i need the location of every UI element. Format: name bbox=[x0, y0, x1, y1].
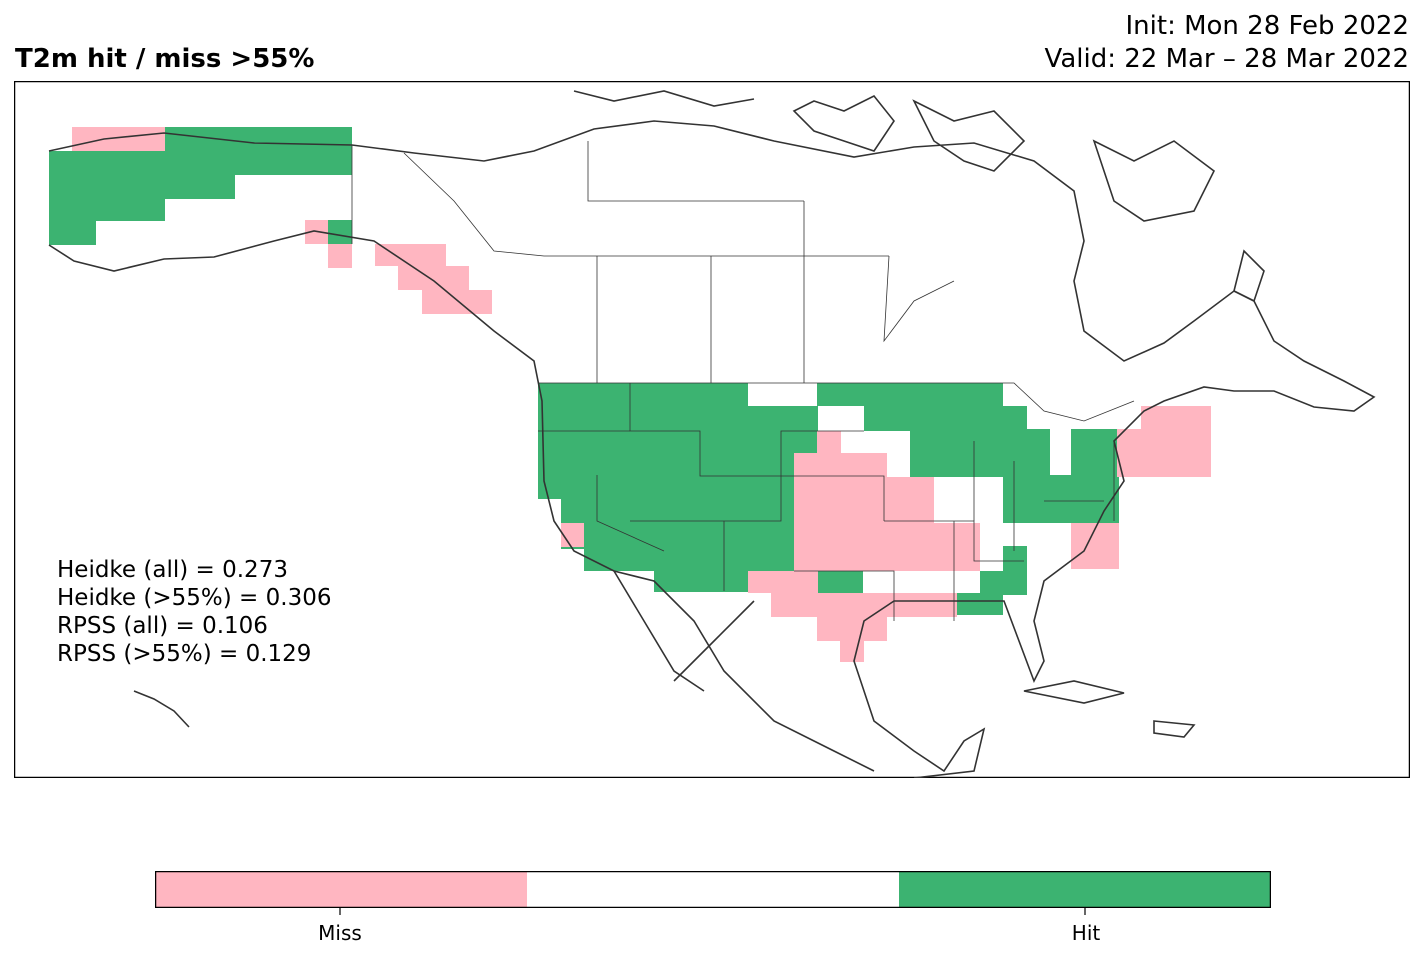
hit-cell bbox=[817, 383, 1003, 406]
date-info: Init: Mon 28 Feb 2022 Valid: 22 Mar – 28… bbox=[1045, 10, 1409, 76]
heidke-55: Heidke (>55%) = 0.306 bbox=[57, 585, 332, 611]
miss-cell bbox=[1117, 429, 1211, 477]
miss-cell bbox=[771, 593, 957, 617]
miss-cell bbox=[375, 244, 446, 266]
colorbar-miss bbox=[155, 871, 527, 908]
hit-cell bbox=[654, 571, 748, 592]
rpss-all: RPSS (all) = 0.106 bbox=[57, 613, 268, 639]
hit-cell bbox=[957, 593, 1003, 615]
miss-cell bbox=[817, 431, 841, 455]
hit-cell bbox=[910, 429, 1050, 477]
hit-cell bbox=[584, 549, 794, 571]
rpss-55: RPSS (>55%) = 0.129 bbox=[57, 641, 312, 667]
coastlines bbox=[48, 90, 1376, 778]
miss-cell bbox=[748, 571, 818, 593]
miss-cell bbox=[794, 477, 934, 525]
miss-cell bbox=[817, 615, 887, 641]
hit-cell bbox=[538, 429, 818, 499]
hit-cell bbox=[49, 220, 96, 245]
hit-cell bbox=[328, 220, 352, 244]
hit-cell bbox=[49, 151, 235, 199]
hit-miss-grid bbox=[49, 127, 1211, 662]
colorbar-hit bbox=[899, 871, 1271, 908]
init-date: Init: Mon 28 Feb 2022 bbox=[1125, 11, 1410, 41]
miss-cell bbox=[422, 290, 492, 314]
miss-cell bbox=[840, 639, 864, 662]
map bbox=[14, 81, 1410, 778]
plot-title: T2m hit / miss >55% bbox=[15, 44, 315, 74]
colorbar-border bbox=[155, 871, 1271, 908]
heidke-all: Heidke (all) = 0.273 bbox=[57, 557, 288, 583]
hit-cell bbox=[980, 571, 1003, 595]
hit-cell bbox=[49, 196, 165, 221]
colorbar-ticks bbox=[339, 908, 1086, 915]
colorbar bbox=[155, 871, 1271, 908]
hit-cell bbox=[864, 406, 1027, 431]
legend-hit-label: Hit bbox=[1071, 921, 1101, 945]
miss-cell bbox=[1141, 406, 1211, 431]
legend-miss-label: Miss bbox=[318, 921, 362, 945]
hit-cell bbox=[561, 499, 794, 549]
political-borders bbox=[351, 141, 1135, 621]
colorbar-neutral bbox=[527, 871, 899, 908]
skill-scores: Heidke (all) = 0.273 Heidke (>55%) = 0.3… bbox=[57, 556, 331, 668]
valid-dates: Valid: 22 Mar – 28 Mar 2022 bbox=[1044, 44, 1409, 74]
miss-cell bbox=[794, 523, 980, 571]
hit-cell bbox=[817, 571, 863, 593]
hit-cell bbox=[1003, 475, 1119, 523]
hit-cell bbox=[1003, 546, 1027, 595]
miss-cell bbox=[72, 127, 165, 152]
miss-cell bbox=[328, 244, 352, 268]
miss-cell bbox=[398, 266, 469, 290]
miss-cell bbox=[561, 523, 584, 547]
